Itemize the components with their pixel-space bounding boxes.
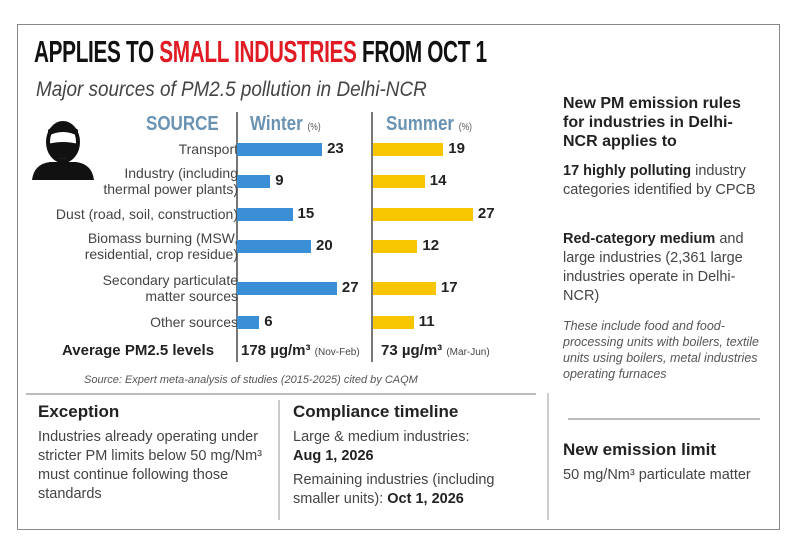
winter-bar	[237, 316, 260, 329]
rules-note: These include food and food-processing u…	[563, 319, 759, 381]
summer-label: Summer	[386, 113, 455, 135]
winter-bar	[237, 282, 337, 295]
summer-average-value: 73 µg/m³	[381, 342, 443, 359]
rules-item1-bold: 17 highly polluting	[563, 163, 692, 179]
summer-value-label: 14	[429, 172, 447, 189]
summer-average: 73 µg/m³ (Mar-Jun)	[381, 342, 490, 359]
winter-bar	[237, 208, 293, 221]
compliance-line2: Remaining industries (including smaller …	[293, 472, 495, 507]
summer-value-label: 17	[440, 279, 458, 296]
exception-text: Industries already operating under stric…	[38, 429, 262, 502]
exception-heading: Exception	[38, 402, 120, 421]
winter-label: Winter	[250, 113, 303, 135]
rules-heading: New PM emission rules for industries in …	[563, 95, 741, 150]
category-label: Other sources	[150, 314, 238, 330]
winter-value-label: 23	[327, 140, 344, 157]
headline: APPLIES TO SMALL INDUSTRIES FROM OCT 1	[34, 34, 487, 70]
category-label: Dust (road, soil, construction)	[55, 206, 238, 222]
person-with-mask-icon	[32, 121, 94, 180]
summer-value-label: 12	[422, 237, 440, 254]
compliance-heading: Compliance timeline	[293, 402, 459, 421]
summer-axis	[371, 112, 373, 362]
summer-bar	[373, 208, 473, 221]
subtitle: Major sources of PM2.5 pollution in Delh…	[36, 78, 427, 101]
winter-value-label: 15	[297, 205, 315, 222]
summer-header: Summer (%)	[386, 113, 472, 136]
summer-bar	[373, 282, 436, 295]
winter-bar	[237, 143, 323, 156]
winter-bar	[237, 175, 271, 188]
winter-unit: (%)	[307, 122, 321, 133]
frame-border	[17, 24, 780, 530]
compliance-date1: Aug 1, 2026	[293, 448, 374, 464]
summer-period: (Mar-Jun)	[446, 347, 490, 358]
summer-value-label: 27	[477, 205, 495, 222]
rules-item2: Red-category medium and large industries…	[563, 230, 763, 306]
divider	[278, 400, 280, 520]
winter-period: (Nov-Feb)	[314, 347, 360, 358]
limit-heading: New emission limit	[563, 440, 717, 459]
headline-part1: APPLIES TO	[34, 34, 160, 69]
limit-text: 50 mg/Nm³ particulate matter	[563, 467, 751, 483]
summer-bar	[373, 240, 418, 253]
source-header: SOURCE	[146, 113, 219, 135]
headline-part2: FROM OCT 1	[356, 34, 487, 69]
summer-bar	[373, 143, 444, 156]
rules-item1-text: industry categories identified by CPCB	[563, 163, 756, 198]
rules-item2-bold: Red-category medium	[563, 231, 716, 247]
winter-value-label: 20	[316, 237, 333, 254]
source-note: Source: Expert meta-analysis of studies …	[84, 374, 418, 386]
summer-bar	[373, 316, 414, 329]
compliance-line1: Large & medium industries:	[293, 429, 470, 445]
winter-value-label: 9	[275, 172, 284, 189]
winter-average: 178 µg/m³ (Nov-Feb)	[241, 342, 360, 359]
average-label: Average PM2.5 levels	[62, 342, 215, 359]
headline-highlight: SMALL INDUSTRIES	[159, 34, 357, 69]
compliance-text: Large & medium industries: Aug 1, 2026 R…	[293, 428, 533, 509]
section-divider	[26, 393, 536, 395]
category-label: Biomass burning (MSW, residential, crop r…	[84, 230, 238, 262]
rules-item2-text: and large industries (2,361 large indust…	[563, 231, 744, 304]
summer-value-label: 11	[418, 313, 435, 330]
summer-bar	[373, 175, 425, 188]
winter-axis	[236, 112, 238, 362]
category-label: Secondary particulate matter sources	[102, 272, 238, 304]
rules-item1: 17 highly polluting industry categories …	[563, 162, 763, 200]
rules-divider	[568, 418, 760, 420]
summer-value-label: 19	[448, 140, 465, 157]
winter-header: Winter (%)	[250, 113, 321, 136]
winter-average-value: 178 µg/m³	[241, 342, 311, 359]
winter-value-label: 27	[341, 279, 359, 296]
summer-unit: (%)	[458, 122, 472, 133]
category-label: Transport	[178, 141, 238, 157]
winter-bar	[237, 240, 311, 253]
divider	[547, 393, 549, 520]
winter-value-label: 6	[264, 313, 273, 330]
compliance-date2: Oct 1, 2026	[387, 491, 464, 507]
category-label: Industry (including thermal power plants)	[103, 165, 238, 197]
